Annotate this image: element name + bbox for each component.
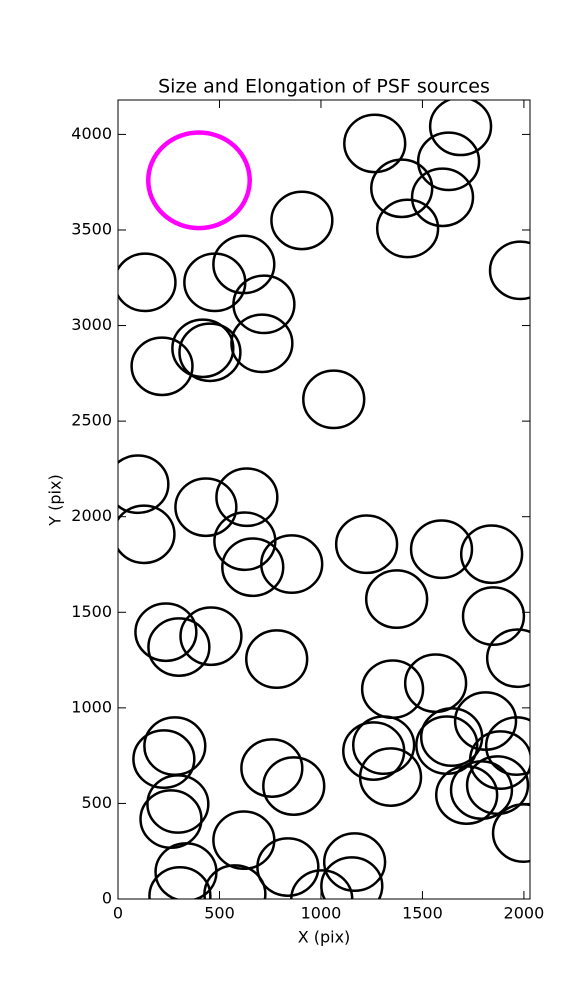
chart-title: Size and Elongation of PSF sources [158, 76, 490, 98]
source-ellipse [364, 569, 429, 630]
source-ellipse [132, 729, 196, 790]
x-tick-label: 1000 [301, 904, 342, 923]
source-ellipse [145, 130, 252, 231]
source-ellipse [174, 477, 238, 538]
source-ellipse [203, 864, 267, 899]
source-ellipse [215, 467, 279, 528]
source-ellipse [240, 738, 304, 798]
y-tick-label: 4000 [71, 124, 112, 143]
source-ellipse [260, 534, 324, 595]
source-ellipse [428, 100, 493, 157]
x-tick-label: 0 [113, 904, 123, 923]
x-axis-label: X (pix) [298, 928, 351, 947]
source-ellipse [262, 756, 326, 816]
source-ellipse [358, 747, 423, 807]
source-ellipse [375, 198, 440, 259]
source-ellipse [146, 774, 210, 834]
y-tick-label: 3000 [71, 315, 112, 334]
source-ellipse [459, 524, 524, 585]
source-ellipse [221, 537, 285, 598]
y-tick-label: 500 [81, 793, 112, 812]
source-ellipse [409, 519, 474, 580]
source-ellipse [302, 369, 366, 430]
y-axis-label: Y (pix) [46, 474, 65, 526]
y-tick-label: 3500 [71, 219, 112, 238]
source-ellipse [134, 602, 198, 663]
x-tick-label: 1500 [402, 904, 443, 923]
source-ellipse [488, 240, 530, 301]
source-ellipse [491, 803, 530, 863]
source-ellipse [118, 252, 177, 313]
y-tick-label: 2500 [71, 411, 112, 430]
source-ellipse [270, 190, 334, 251]
source-ellipse [484, 716, 530, 776]
y-tick-label: 1500 [71, 602, 112, 621]
source-ellipse [322, 832, 387, 893]
source-ellipse [230, 313, 294, 374]
source-ellipse [410, 167, 475, 228]
source-ellipse [461, 586, 526, 647]
source-ellipse [232, 274, 296, 335]
source-ellipse [130, 336, 194, 397]
x-tick-label: 2000 [504, 904, 545, 923]
source-ellipse [351, 715, 416, 776]
source-ellipse [370, 158, 434, 219]
source-ellipse [468, 730, 530, 790]
source-ellipse [416, 131, 481, 192]
source-ellipse [245, 629, 309, 690]
x-tick-label: 500 [204, 904, 235, 923]
plot-area [118, 100, 530, 899]
source-ellipse [256, 837, 320, 898]
y-tick-label: 2000 [71, 506, 112, 525]
source-ellipse [434, 765, 499, 825]
source-ellipse [449, 760, 514, 820]
source-ellipse [118, 504, 176, 565]
source-ellipse [148, 866, 212, 899]
source-ellipse [343, 113, 407, 174]
source-ellipse [178, 322, 242, 383]
y-tick-label: 0 [102, 889, 112, 908]
source-ellipse [179, 606, 243, 667]
source-ellipse [171, 318, 235, 379]
source-ellipse [485, 628, 530, 689]
plot-frame [117, 99, 531, 900]
y-tick-label: 1000 [71, 697, 112, 716]
source-ellipse [118, 454, 170, 515]
source-ellipse [334, 514, 399, 575]
source-ellipse [320, 856, 384, 899]
source-ellipse [290, 869, 354, 899]
source-ellipse [147, 617, 211, 677]
